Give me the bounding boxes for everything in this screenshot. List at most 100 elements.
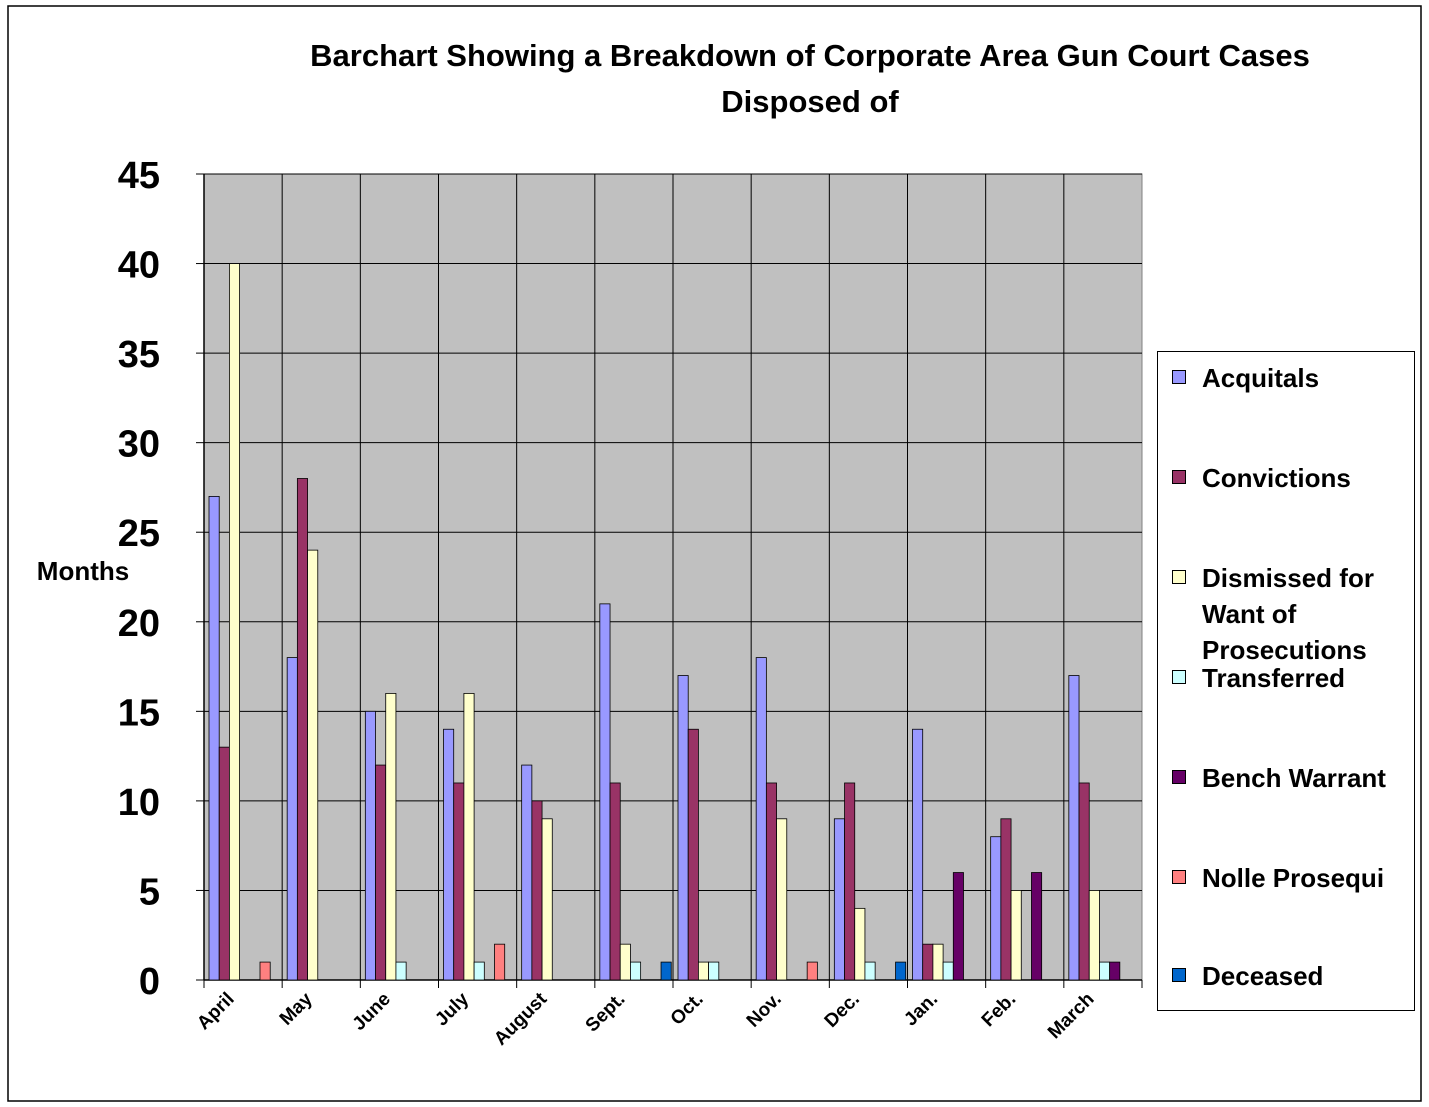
bar	[286, 657, 298, 981]
bar	[259, 961, 271, 981]
y-tick-label: 5	[139, 871, 160, 913]
legend: Acquitals Convictions Dismissed for Want o…	[1157, 351, 1415, 1011]
bar	[687, 728, 699, 981]
bar	[708, 961, 720, 981]
legend-label: Acquitals	[1202, 363, 1320, 393]
bar	[912, 728, 924, 981]
bar	[395, 961, 407, 981]
chart-title: Barchart Showing a Breakdown of Corporat…	[310, 38, 1310, 119]
bar	[609, 782, 621, 981]
legend-swatch	[1172, 570, 1186, 584]
x-tick-label: Feb.	[978, 989, 1020, 1031]
legend-swatch	[1172, 968, 1186, 982]
x-tick-label: July	[431, 988, 473, 1030]
y-tick-label: 45	[118, 155, 160, 197]
x-tick-label: March	[1044, 989, 1098, 1043]
bar	[494, 943, 506, 981]
bar	[453, 782, 465, 981]
bar	[806, 961, 818, 981]
y-tick-label: 15	[118, 692, 160, 734]
bar	[375, 764, 387, 981]
bar	[473, 961, 485, 981]
bar	[1031, 872, 1043, 981]
bar	[660, 961, 672, 981]
legend-swatch	[1172, 470, 1186, 484]
legend-label: Deceased	[1202, 961, 1324, 991]
bar	[698, 961, 710, 981]
bar	[364, 710, 376, 981]
y-tick-label: 20	[118, 603, 160, 645]
bar	[1068, 675, 1080, 981]
x-tick-label: Nov.	[743, 989, 786, 1032]
bar	[1099, 961, 1111, 981]
bar	[895, 961, 907, 981]
bar	[864, 961, 876, 981]
bar	[677, 675, 689, 981]
bar	[942, 961, 954, 981]
legend-item: Convictions	[1172, 460, 1412, 496]
legend-item: Transferred	[1172, 660, 1412, 696]
y-tick-label: 40	[118, 245, 160, 287]
legend-label: Dismissed for Want of Prosecutions	[1202, 563, 1374, 665]
frame	[7, 5, 1422, 1102]
y-tick-label: 25	[118, 513, 160, 555]
bar	[541, 818, 553, 981]
x-tick-label: May	[276, 988, 317, 1029]
bar	[765, 782, 777, 981]
bar	[1078, 782, 1090, 981]
bar	[307, 549, 319, 981]
y-tick-label: 0	[139, 961, 160, 1003]
bar	[755, 657, 767, 981]
legend-label: Convictions	[1202, 463, 1351, 493]
legend-item: Deceased	[1172, 958, 1412, 994]
x-tick-label: Jan.	[900, 989, 942, 1031]
bar	[952, 872, 964, 981]
bar	[1010, 890, 1022, 981]
bar	[599, 603, 611, 981]
legend-item: Nolle Prosequi	[1172, 860, 1412, 896]
bar	[443, 728, 455, 981]
legend-swatch	[1172, 370, 1186, 384]
y-tick-label: 35	[118, 334, 160, 376]
legend-label: Transferred	[1202, 663, 1346, 693]
bar	[463, 693, 475, 981]
bar	[990, 836, 1002, 981]
bar	[844, 782, 856, 981]
y-tick-label: 10	[118, 782, 160, 824]
bar	[531, 800, 543, 981]
legend-label: Nolle Prosequi	[1202, 863, 1385, 893]
bar	[521, 764, 533, 981]
legend-swatch	[1172, 670, 1186, 684]
bar	[1109, 961, 1121, 981]
y-tick-label: 30	[118, 424, 160, 466]
legend-swatch	[1172, 870, 1186, 884]
bar	[208, 495, 220, 981]
x-tick-label: Sept.	[582, 989, 630, 1037]
y-axis-label: Months	[37, 556, 129, 586]
bar	[932, 943, 944, 981]
legend-swatch	[1172, 770, 1186, 784]
legend-item: Bench Warrant	[1172, 760, 1412, 796]
x-tick-label: April	[193, 989, 238, 1034]
bar	[922, 943, 934, 981]
bar	[218, 746, 230, 981]
bar	[854, 907, 866, 981]
legend-item: Dismissed for Want of Prosecutions	[1172, 560, 1412, 668]
bar	[630, 961, 642, 981]
legend-label: Bench Warrant	[1202, 763, 1386, 793]
bar	[776, 818, 788, 981]
bar	[1000, 818, 1012, 981]
bar	[833, 818, 845, 981]
bar	[228, 263, 240, 981]
bar	[385, 693, 397, 981]
legend-item: Acquitals	[1172, 360, 1412, 396]
bar	[1088, 890, 1100, 981]
x-tick-label: June	[349, 989, 395, 1035]
x-tick-label: Oct.	[667, 989, 708, 1030]
bar	[296, 478, 308, 981]
x-tick-label: August	[490, 988, 552, 1050]
bar	[619, 943, 631, 981]
x-tick-label: Dec.	[821, 989, 864, 1032]
